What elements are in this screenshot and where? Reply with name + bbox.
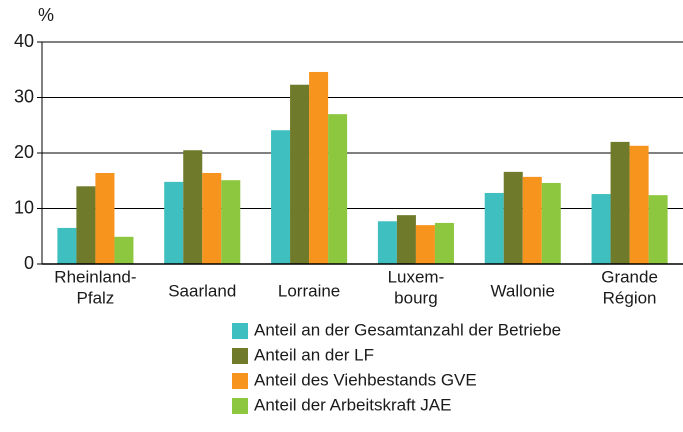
bar	[591, 194, 611, 264]
bar	[221, 180, 241, 264]
x-tick-label: Wallonie	[490, 281, 555, 300]
bar	[484, 192, 504, 264]
bar	[202, 172, 222, 264]
bar	[377, 221, 397, 264]
bar	[76, 186, 96, 264]
bar	[271, 130, 291, 264]
y-tick-label: 0	[24, 253, 34, 273]
legend-label: Anteil an der LF	[254, 345, 374, 364]
y-tick-label: 30	[14, 86, 34, 106]
x-tick-label: Luxem-	[388, 267, 445, 286]
bar	[328, 114, 348, 265]
bar	[396, 215, 416, 264]
y-tick-label: 40	[14, 31, 34, 51]
y-tick-label: 10	[14, 197, 34, 217]
legend-swatch	[232, 348, 248, 364]
bar	[114, 236, 134, 264]
bar	[648, 195, 668, 264]
bar	[183, 150, 203, 264]
legend-label: Anteil der Arbeitskraft JAE	[254, 395, 451, 414]
bar	[415, 225, 435, 264]
bar	[610, 141, 630, 264]
bar	[434, 222, 454, 264]
bar	[95, 172, 115, 264]
x-tick-label: Région	[603, 288, 657, 307]
bar	[164, 181, 184, 264]
bar	[541, 182, 561, 264]
bar	[522, 176, 542, 264]
y-tick-label: 20	[14, 142, 34, 162]
legend-label: Anteil an der Gesamtanzahl der Betriebe	[254, 320, 561, 339]
bar	[629, 145, 649, 264]
x-tick-label: Rheinland-	[54, 267, 136, 286]
bar	[503, 171, 523, 264]
x-tick-label: bourg	[394, 288, 437, 307]
legend-label: Anteil des Viehbestands GVE	[254, 370, 477, 389]
x-tick-label: Lorraine	[278, 281, 340, 300]
x-tick-label: Pfalz	[77, 288, 115, 307]
bar	[57, 227, 77, 264]
bar	[290, 84, 310, 264]
legend-swatch	[232, 373, 248, 389]
x-tick-label: Saarland	[168, 281, 236, 300]
y-axis-label: %	[38, 5, 54, 25]
legend-swatch	[232, 323, 248, 339]
x-tick-label: Grande	[601, 267, 658, 286]
bar	[309, 71, 329, 264]
legend-swatch	[232, 398, 248, 414]
